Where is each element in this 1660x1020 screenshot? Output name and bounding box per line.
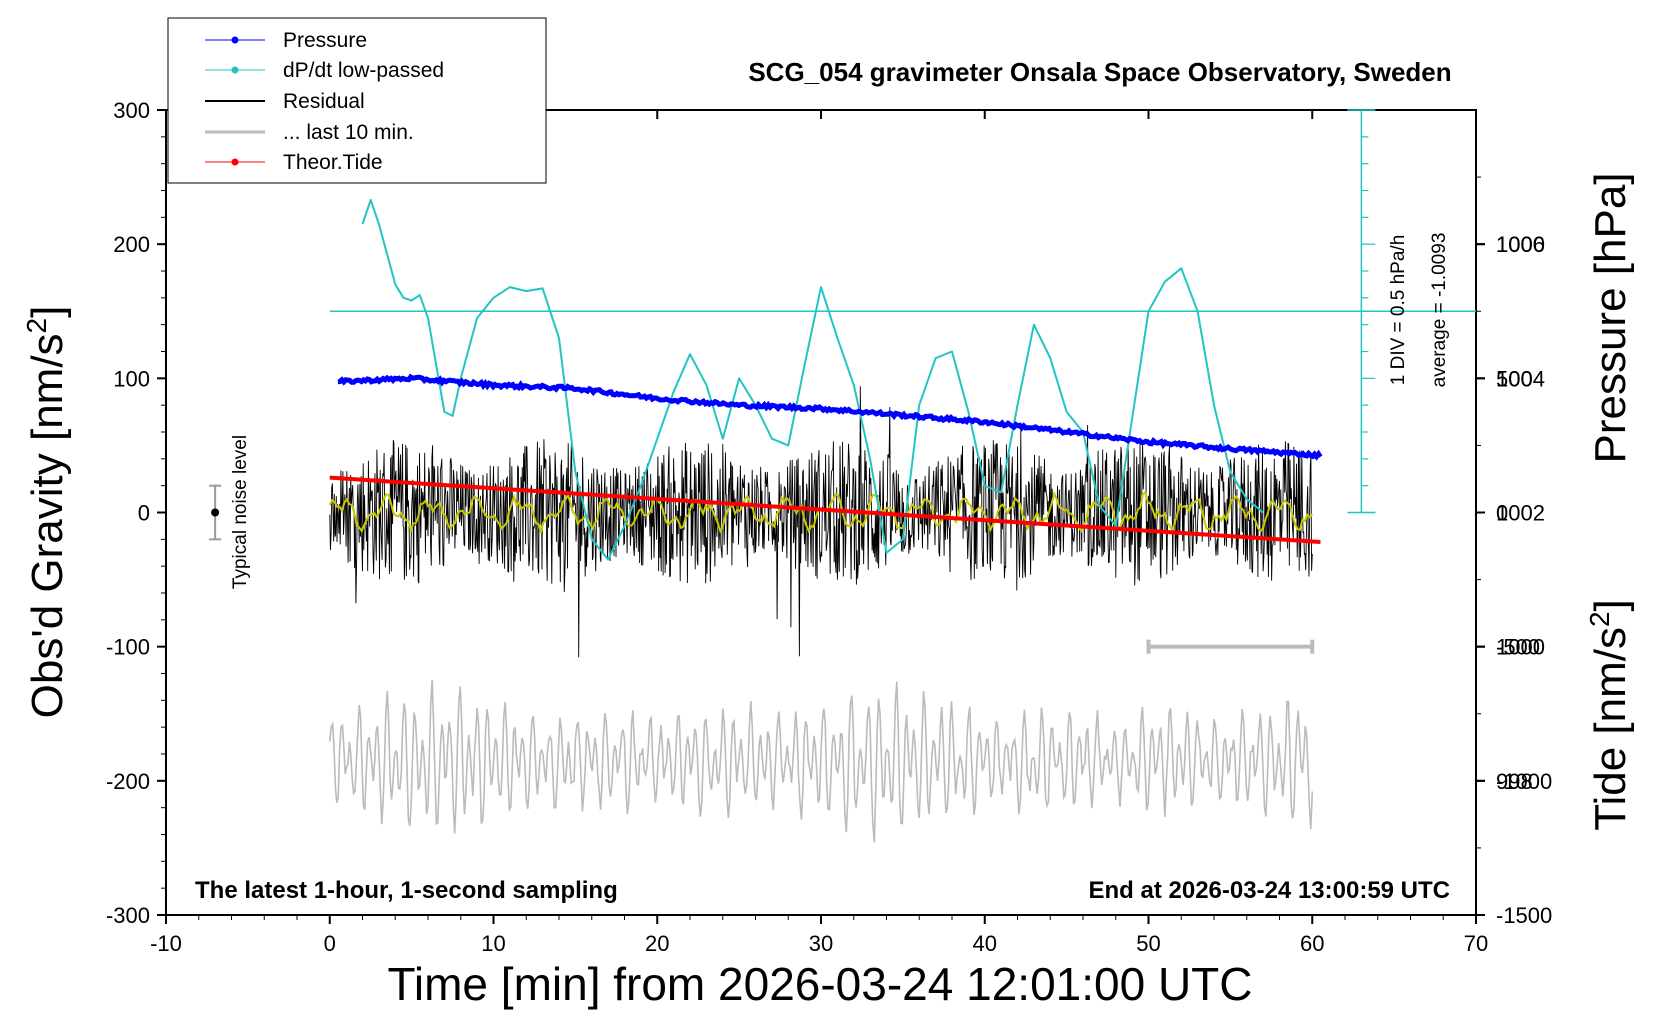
y-tick-label-gravity: 0	[138, 501, 150, 526]
y-tick-label-gravity: 200	[113, 232, 150, 257]
x-tick-label: 0	[324, 931, 336, 956]
pressure-series-line	[337, 373, 1323, 461]
y-axis-label-gravity-main: Obs'd Gravity [nm/s	[23, 333, 72, 718]
y-tick-label-tide: -1500	[1496, 903, 1552, 928]
y-tick-label-pressure: 1002	[1496, 501, 1545, 526]
legend-marker-tide	[231, 158, 239, 166]
y-tick-label-pressure: 1004	[1496, 366, 1545, 391]
x-tick-label: 30	[809, 931, 833, 956]
y-axis-label-pressure: Pressure [hPa]	[1586, 172, 1635, 463]
chart-title: SCG_054 gravimeter Onsala Space Observat…	[748, 57, 1451, 87]
y-tick-label-tide: 500	[1496, 366, 1533, 391]
legend-label-pressure: Pressure	[283, 29, 367, 52]
dpdt-scale-label: 1 DIV = 0.5 hPa/h	[1388, 235, 1409, 386]
y-axis-label-tide-sup: 2	[1584, 611, 1615, 627]
y-axis-label-tide: Tide [nm/s2]	[1584, 599, 1635, 831]
y-tick-label-tide: -1000	[1496, 769, 1552, 794]
y-tick-label-gravity: -100	[106, 635, 150, 660]
last10-series-line	[329, 680, 1314, 843]
y-axis-label-tide-end: ]	[1586, 599, 1635, 611]
y-tick-label-pressure: 1006	[1496, 232, 1545, 257]
x-tick-label: 70	[1464, 931, 1488, 956]
y-tick-label-gravity: 100	[113, 366, 150, 391]
y-axis-label-gravity-end: ]	[23, 306, 72, 318]
legend-label-dpdt: dP/dt low-passed	[283, 59, 444, 82]
y-axis-label-gravity-sup: 2	[21, 318, 52, 334]
x-tick-label: 10	[481, 931, 505, 956]
y-tick-label-pressure: 998	[1496, 769, 1533, 794]
y-tick-label-gravity: 300	[113, 98, 150, 123]
y-tick-label-tide: 0	[1496, 501, 1508, 526]
y-tick-label-pressure: 1000	[1496, 635, 1545, 660]
legend-label-last10: ... last 10 min.	[283, 121, 414, 144]
legend-label-residual: Residual	[283, 90, 365, 113]
axes-layer: -10 0 10 20 30 40 50 60 703002001000-100-200-300…	[106, 98, 1552, 956]
noise-point	[211, 508, 220, 517]
x-tick-label: -10	[150, 931, 182, 956]
y-tick-label-gravity: -300	[106, 903, 150, 928]
y-axis-label-gravity: Obs'd Gravity [nm/s2]	[21, 306, 72, 719]
x-tick-label: 60	[1300, 931, 1324, 956]
y-tick-label-gravity: -200	[106, 769, 150, 794]
noise-level-label: Typical noise level	[230, 435, 251, 589]
end-time-label: End at 2026-03-24 13:00:59 UTC	[1089, 877, 1451, 904]
dpdt-average-label: average = -1.0093	[1429, 233, 1450, 388]
legend-marker-pressure	[231, 36, 239, 44]
sampling-label: The latest 1-hour, 1-second sampling	[195, 877, 618, 904]
x-axis-label: Time [min] from 2026-03-24 12:01:00 UTC	[388, 958, 1253, 1010]
y-tick-label-tide: -500	[1496, 635, 1540, 660]
residual-series-line	[329, 386, 1313, 658]
legend-marker-dpdt	[231, 66, 239, 74]
x-tick-label: 40	[973, 931, 997, 956]
legend: Pressure dP/dt low-passed Residual ... l…	[167, 17, 547, 184]
x-tick-label: 50	[1136, 931, 1160, 956]
tide-series-line	[329, 475, 1321, 545]
legend-label-tide: Theor.Tide	[283, 151, 383, 174]
y-tick-label-tide: 1000	[1496, 232, 1545, 257]
x-tick-label: 20	[645, 931, 669, 956]
y-axis-label-tide-main: Tide [nm/s	[1586, 627, 1635, 831]
series-layer	[209, 109, 1476, 843]
